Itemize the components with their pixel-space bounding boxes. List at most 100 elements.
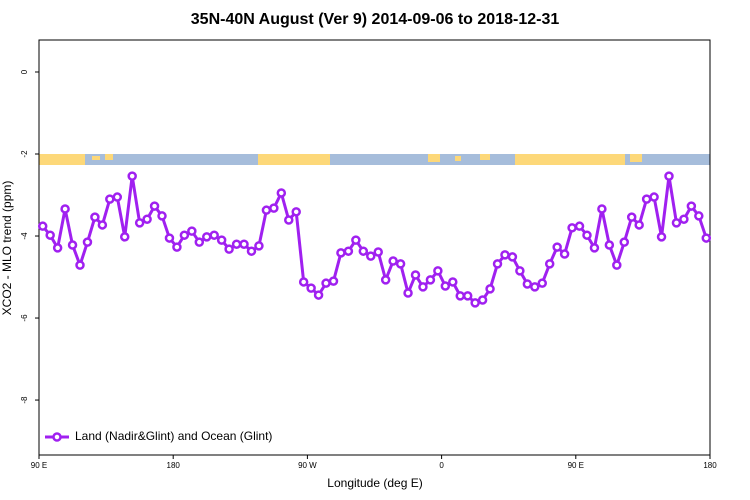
data-point <box>157 211 167 221</box>
data-point <box>351 235 361 245</box>
y-tick-label: -8 <box>20 396 29 404</box>
data-point <box>366 251 376 261</box>
data-point <box>507 252 518 262</box>
data-point <box>462 291 473 301</box>
y-tick-label: -6 <box>20 314 29 322</box>
data-point <box>515 266 525 276</box>
y-tick-label: 0 <box>20 69 29 74</box>
data-point <box>90 212 100 222</box>
data-point <box>149 201 160 211</box>
data-point <box>291 207 301 217</box>
data-point <box>82 237 93 247</box>
data-point <box>209 230 219 240</box>
data-point <box>455 291 465 301</box>
data-point <box>269 203 279 213</box>
data-point <box>656 232 667 242</box>
data-point <box>37 221 48 231</box>
data-point <box>179 230 190 240</box>
data-point <box>254 241 264 251</box>
data-point <box>485 284 495 294</box>
x-tick-label: 90 E <box>568 461 584 470</box>
x-tick-label: 90 E <box>31 461 47 470</box>
chart-title: 35N-40N August (Ver 9) 2014-09-06 to 201… <box>191 11 560 28</box>
data-point <box>284 215 294 225</box>
data-point <box>321 278 331 288</box>
data-point <box>119 232 130 242</box>
x-tick-label: 180 <box>703 461 717 470</box>
data-point <box>202 232 212 242</box>
data-point <box>530 282 540 292</box>
data-point <box>373 247 383 257</box>
data-point <box>679 214 689 224</box>
data-point <box>187 226 197 236</box>
data-point <box>239 239 249 249</box>
data-point <box>559 249 570 259</box>
data-point <box>164 233 175 243</box>
y-tick-label: -4 <box>20 232 29 240</box>
data-point <box>418 282 428 292</box>
data-point <box>298 277 309 287</box>
data-point <box>701 233 712 243</box>
data-point <box>336 248 346 258</box>
data-point <box>97 220 108 230</box>
data-point <box>694 211 704 221</box>
data-point <box>410 270 421 280</box>
data-point <box>582 230 592 240</box>
data-point <box>134 218 145 228</box>
data-point <box>380 275 391 285</box>
data-point <box>649 192 659 202</box>
data-point <box>619 237 630 247</box>
data-point <box>231 239 242 249</box>
data-point <box>224 244 234 254</box>
data-point <box>567 223 577 233</box>
data-point <box>589 243 600 253</box>
data-point <box>194 237 205 247</box>
data-point <box>328 276 339 286</box>
data-point <box>216 235 227 245</box>
data-point <box>500 250 510 260</box>
data-point <box>626 212 637 222</box>
x-tick-label: 0 <box>439 461 444 470</box>
data-point <box>544 259 555 269</box>
data-point <box>477 295 488 305</box>
x-tick-label: 180 <box>167 461 181 470</box>
data-point <box>664 171 674 181</box>
data-point <box>686 201 697 211</box>
data-point <box>172 242 182 252</box>
data-point <box>261 205 272 215</box>
data-point <box>433 266 443 276</box>
data-point <box>142 214 152 224</box>
data-point <box>306 283 316 293</box>
data-point <box>425 275 436 285</box>
data-point <box>358 246 369 256</box>
x-tick-label: 90 W <box>298 461 317 470</box>
data-point <box>246 246 257 256</box>
data-point <box>604 240 615 250</box>
data-point <box>552 242 562 252</box>
y-tick-label: -2 <box>20 150 29 158</box>
land-ocean-strip <box>39 154 710 165</box>
data-point <box>671 218 682 228</box>
data-point <box>448 277 458 287</box>
data-point <box>343 246 354 256</box>
data-point <box>537 278 547 288</box>
data-point <box>492 259 503 269</box>
x-axis-label: Longitude (deg E) <box>327 476 422 490</box>
data-point <box>67 240 78 250</box>
data-point <box>105 194 115 204</box>
data-point <box>45 230 55 240</box>
data-point <box>52 243 63 253</box>
data-point <box>60 204 70 214</box>
data-point <box>470 298 480 308</box>
series-line <box>41 175 708 305</box>
data-point <box>612 260 622 270</box>
data-point <box>112 192 123 202</box>
y-axis-label: XCO2 - MLO trend (ppm) <box>0 181 14 316</box>
data-point <box>395 259 406 269</box>
legend-label: Land (Nadir&Glint) and Ocean (Glint) <box>75 429 272 443</box>
data-point <box>641 194 652 204</box>
data-point <box>127 171 137 181</box>
data-point <box>403 288 413 298</box>
data-point <box>75 260 85 270</box>
